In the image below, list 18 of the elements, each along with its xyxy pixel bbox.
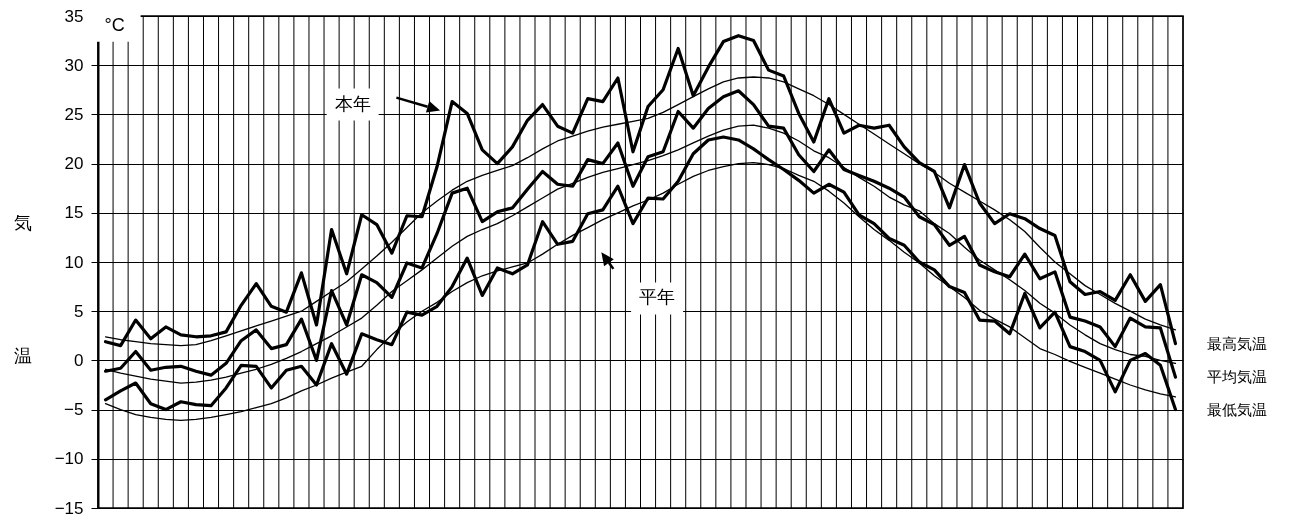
y-tick-label: 0 [74, 350, 84, 370]
y-tick-label: −10 [54, 449, 84, 469]
y-tick-label: 25 [64, 104, 84, 124]
y-tick-label: 35 [64, 6, 84, 26]
text: 最低気温 [1207, 400, 1268, 418]
y-tick-label: −15 [54, 498, 84, 518]
annotation: 平年 [639, 287, 676, 308]
y-axis-title: 気温 [13, 200, 33, 466]
y-tick-label: 10 [64, 252, 84, 272]
y-tick-label: −5 [64, 400, 84, 420]
text: 平均気温 [1207, 368, 1268, 386]
annotation: 本年 [334, 93, 371, 114]
y-tick-label: 5 [74, 301, 84, 321]
y-tick-label: 15 [64, 203, 84, 223]
annotation: °C [104, 14, 125, 35]
y-tick-label: 30 [64, 55, 84, 75]
text: 最高気温 [1207, 334, 1268, 352]
y-tick-label: 20 [64, 154, 84, 174]
